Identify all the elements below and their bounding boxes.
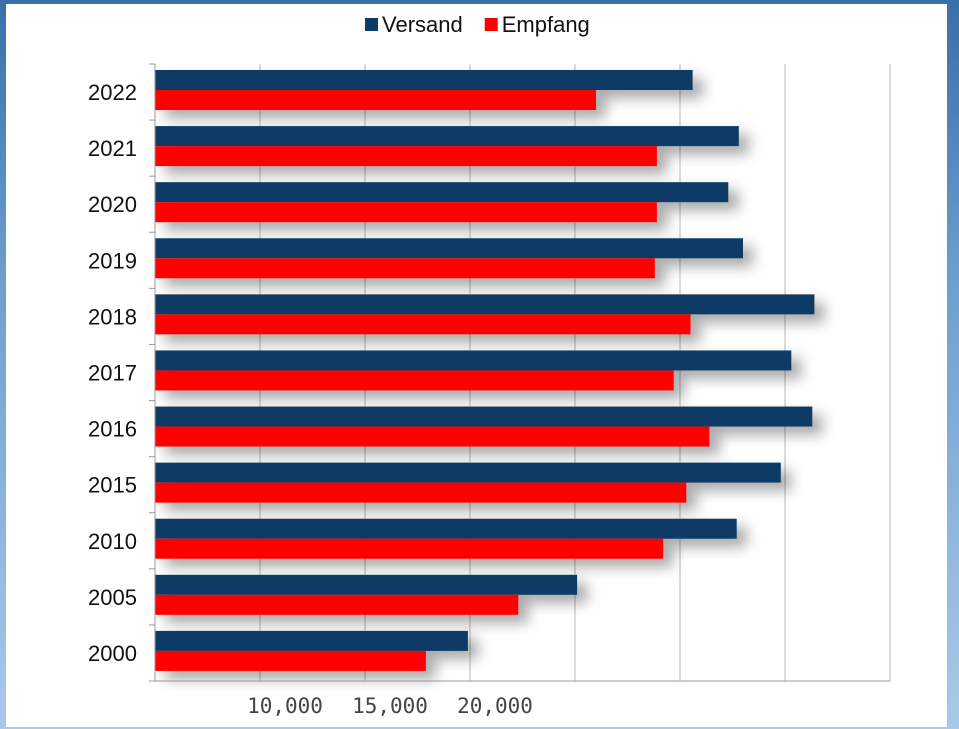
category-labels: 2022 2021 2020 2019 2018 2017 2016 2015 2010 2005…: [88, 80, 137, 666]
legend: Versand Empfang: [365, 12, 590, 37]
category-label-2010: 2010: [88, 529, 137, 554]
category-label-2000: 2000: [88, 641, 137, 666]
category-label-2022: 2022: [88, 80, 137, 105]
category-label-2017: 2017: [88, 361, 137, 386]
bar-versand-2000: [155, 630, 468, 651]
bar-versand-2022: [155, 70, 693, 90]
bar-versand-2015: [155, 462, 781, 483]
legend-swatch-empfang: [484, 18, 498, 31]
bar-empfang-2018: [155, 314, 691, 335]
bar-empfang-2020: [155, 202, 657, 223]
category-label-2018: 2018: [88, 304, 137, 329]
legend-swatch-versand: [365, 18, 378, 31]
bar-empfang-2010: [155, 538, 664, 559]
bar-empfang-2000: [155, 650, 426, 671]
category-label-2016: 2016: [88, 417, 137, 442]
axes: [149, 63, 890, 682]
bar-empfang-2016: [155, 426, 710, 447]
category-label-2005: 2005: [88, 585, 137, 610]
legend-label-empfang: Empfang: [502, 12, 590, 37]
x-tick-labels: 10,000 15,000 20,000: [247, 694, 533, 718]
chart-panel: Versand Empfang 2022 2021 2020 2019 2018 2017 2…: [6, 4, 947, 727]
bar-chart: Versand Empfang 2022202120202019201820172…: [88, 12, 891, 718]
bar-empfang-2017: [155, 370, 674, 391]
bar-versand-2005: [155, 574, 578, 595]
bar-versand-2010: [155, 518, 737, 539]
category-label-2021: 2021: [88, 136, 137, 161]
bar-versand-2021: [155, 126, 739, 147]
bar-versand-2017: [155, 350, 792, 371]
bar-versand-2016: [155, 406, 813, 427]
bar-empfang-2005: [155, 594, 519, 615]
bars: [155, 70, 815, 671]
category-label-2020: 2020: [88, 192, 137, 217]
x-tick-label-2: 20,000: [457, 694, 533, 718]
bar-empfang-2019: [155, 258, 655, 279]
bar-empfang-2022: [155, 90, 596, 110]
category-label-2019: 2019: [88, 248, 137, 273]
bar-empfang-2015: [155, 482, 687, 503]
x-tick-label-0: 10,000: [247, 694, 323, 718]
x-tick-label-1: 15,000: [352, 694, 428, 718]
bar-empfang-2021: [155, 146, 657, 167]
bar-versand-2020: [155, 182, 729, 203]
bar-versand-2018: [155, 294, 815, 315]
bar-versand-2019: [155, 238, 743, 259]
legend-label-versand: Versand: [382, 12, 463, 37]
category-label-2015: 2015: [88, 473, 137, 498]
